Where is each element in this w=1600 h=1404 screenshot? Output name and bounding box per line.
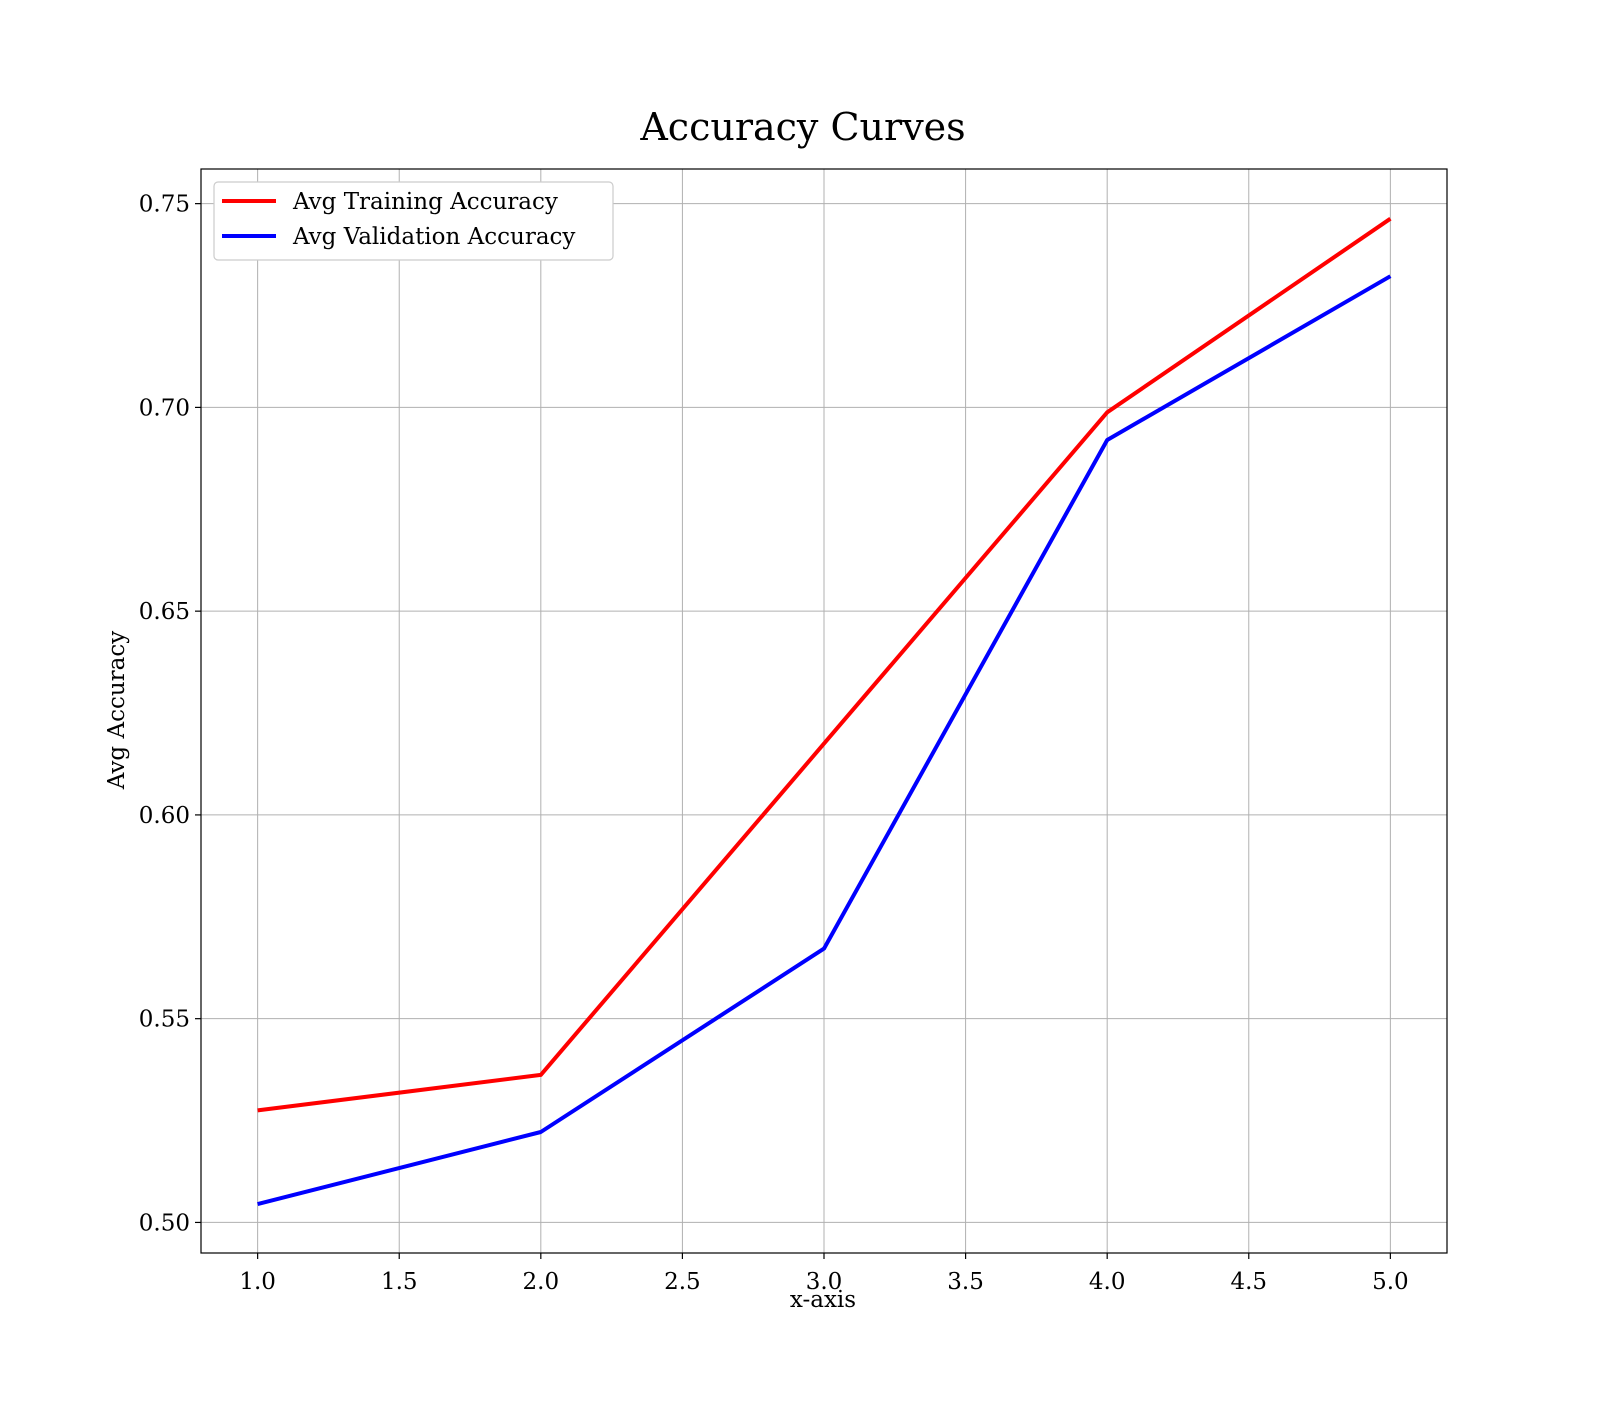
x-tick-label: 1.5 — [381, 1269, 418, 1295]
x-tick-label: 3.0 — [806, 1269, 843, 1295]
x-tick-label: 3.5 — [947, 1269, 984, 1295]
legend: Avg Training Accuracy Avg Validation Acc… — [213, 181, 614, 261]
y-tick-label: 0.60 — [139, 803, 190, 829]
x-tick-label: 4.5 — [1230, 1269, 1267, 1295]
x-axis-label: x-axis — [790, 1287, 856, 1313]
legend-label-validation: Avg Validation Accuracy — [292, 224, 575, 250]
y-tick-label: 0.55 — [139, 1007, 190, 1033]
y-tick-label: 0.50 — [139, 1210, 190, 1236]
series-line-1 — [257, 274, 1392, 1207]
x-tick-label: 2.5 — [664, 1269, 701, 1295]
grid-layer — [201, 169, 1447, 1253]
x-tick-label: 4.0 — [1089, 1269, 1126, 1295]
series-layer — [257, 217, 1392, 1207]
x-tick-label: 1.0 — [239, 1269, 276, 1295]
y-tick-label: 0.75 — [139, 192, 190, 218]
axes-layer: 1.0 1.5 2.0 2.5 3.0 3.5 4.0 4.5 5.0 0.50 0.55 0.60 0… — [139, 168, 1448, 1295]
y-tick-label: 0.65 — [139, 599, 190, 625]
y-tick-label: 0.70 — [139, 395, 190, 421]
x-tick-label: 5.0 — [1372, 1269, 1409, 1295]
chart-title: Accuracy Curves — [639, 105, 965, 149]
series-line-0 — [257, 217, 1392, 1113]
plot-frame — [200, 168, 1448, 1254]
y-axis-label: Avg Accuracy — [104, 631, 130, 790]
legend-label-training: Avg Training Accuracy — [292, 189, 558, 215]
legend-box — [213, 181, 614, 261]
x-tick-label: 2.0 — [523, 1269, 560, 1295]
